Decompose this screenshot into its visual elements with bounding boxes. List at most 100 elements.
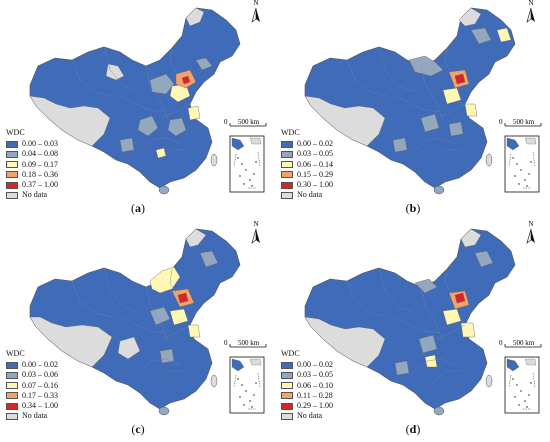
map-region-c5: [181, 75, 191, 85]
panel-d: N 0 500 km WDC 0.00 – 0.02 0.03 – 0.05 0.06 – …: [275, 221, 550, 442]
south-china-sea-inset: [504, 135, 540, 193]
map-region-c2: [408, 55, 444, 77]
scale-bar: 0 500 km: [499, 118, 542, 127]
map-legend: WDC 0.00 – 0.03 0.04 – 0.08 0.09 – 0.17 0.18…: [6, 128, 58, 200]
china-map: N 0 500 km: [304, 221, 542, 416]
legend-label: 0.03 – 0.05: [297, 149, 333, 159]
map-region-c2: [392, 137, 408, 153]
legend-label: 0.09 – 0.17: [22, 159, 58, 169]
map-region-c2: [137, 115, 159, 137]
island-taiwan: [210, 374, 218, 388]
map-region-c2: [199, 250, 219, 268]
province-boundary: [434, 370, 461, 382]
island-hainan: [158, 406, 170, 416]
map-region-nodata: [117, 336, 141, 360]
legend-row: No data: [6, 411, 58, 421]
scale-zero-label: 0: [224, 339, 228, 347]
legend-swatch: [281, 151, 293, 158]
panel-c: N 0 500 km WDC 0.00 – 0.02 0.03 – 0.06 0.07 – …: [0, 221, 275, 442]
legend-row: 0.34 – 1.00: [6, 401, 58, 411]
legend-row: 0.06 – 0.10: [281, 381, 333, 391]
map-base-region: [304, 228, 516, 410]
legend-row: 0.00 – 0.02: [281, 139, 333, 149]
legend-swatch: [281, 382, 293, 390]
legend-row: 0.06 – 0.14: [281, 160, 333, 170]
island-hainan: [158, 185, 170, 195]
province-boundary: [119, 95, 165, 113]
scale-distance-label: 500 km: [513, 339, 535, 347]
province-boundary: [103, 46, 141, 93]
island-taiwan: [210, 153, 218, 167]
panel-caption: (c): [131, 422, 145, 436]
province-boundary: [169, 268, 177, 294]
map-legend: WDC 0.00 – 0.02 0.03 – 0.06 0.07 – 0.16 0.17…: [6, 349, 58, 421]
legend-label: No data: [22, 190, 48, 200]
province-boundary: [346, 280, 388, 318]
legend-swatch: [6, 181, 18, 189]
legend-label: 0.37 – 1.00: [22, 180, 58, 190]
panel-caption: (d): [405, 422, 421, 436]
map-region-c2: [119, 137, 135, 153]
north-arrow-icon: N: [251, 0, 260, 23]
map-region-nodata: [105, 63, 125, 81]
scale-distance-label: 500 km: [238, 339, 260, 347]
legend-label: 0.00 – 0.02: [297, 360, 333, 370]
map-region-c3: [187, 105, 201, 121]
province-boundary: [159, 370, 186, 382]
scale-zero-label: 0: [499, 339, 503, 347]
legend-swatch: [6, 191, 18, 199]
province-boundary: [71, 59, 113, 97]
legend-row: No data: [281, 411, 333, 421]
map-region-c3: [155, 147, 167, 159]
province-boundary: [420, 65, 444, 121]
legend-row: 0.18 – 0.36: [6, 170, 58, 180]
scale-bar: 0 500 km: [499, 339, 542, 348]
legend-title: WDC: [6, 349, 25, 358]
legend-label: No data: [297, 190, 323, 200]
legend-row: 0.17 – 0.33: [6, 391, 58, 401]
map-region-nodata: [29, 316, 113, 368]
map-region-c2: [149, 306, 171, 326]
province-boundary: [139, 358, 181, 372]
legend-row: 0.00 – 0.02: [281, 360, 333, 370]
map-region-c3: [460, 322, 476, 338]
legend-label: 0.00 – 0.02: [297, 139, 333, 149]
legend-row: 0.03 – 0.05: [281, 370, 333, 380]
legend-swatch: [281, 372, 293, 379]
map-region-c2: [448, 121, 464, 137]
map-region-c2: [195, 57, 213, 71]
legend-label: 0.06 – 0.10: [297, 380, 333, 390]
island-hainan: [433, 406, 445, 416]
legend-row: No data: [281, 190, 333, 200]
province-boundary: [444, 47, 452, 73]
legend-label: 0.04 – 0.08: [22, 149, 58, 159]
legend-row: 0.11 – 0.28: [281, 391, 333, 401]
map-region-c3: [424, 354, 438, 368]
legend-swatch: [6, 372, 18, 379]
china-map: N 0 500 km: [29, 0, 267, 195]
map-base-region: [29, 7, 241, 189]
map-region-nodata: [185, 7, 205, 27]
north-arrow-icon: N: [251, 221, 260, 244]
province-boundary: [169, 47, 177, 73]
legend-label: 0.06 – 0.14: [297, 159, 333, 169]
scale-distance-label: 500 km: [238, 118, 260, 126]
legend-label: 0.03 – 0.06: [22, 370, 58, 380]
map-region-nodata: [304, 95, 386, 147]
south-china-sea-inset: [229, 356, 265, 414]
china-map: N 0 500 km: [304, 0, 542, 195]
legend-label: 0.17 – 0.33: [22, 390, 58, 400]
map-region-c2: [420, 113, 440, 133]
scale-bar: 0 500 km: [224, 339, 267, 348]
legend-swatch: [6, 140, 18, 148]
legend-row: 0.37 – 1.00: [6, 180, 58, 190]
province-boundary: [414, 358, 456, 372]
legend-swatch: [6, 161, 18, 169]
map-region-c3: [169, 308, 189, 326]
map-region-nodata: [29, 95, 111, 147]
panel-caption: (a): [131, 201, 145, 215]
legend-row: 0.30 – 1.00: [281, 180, 333, 190]
legend-title: WDC: [281, 128, 300, 137]
map-region-c3: [464, 103, 478, 117]
legend-row: 0.03 – 0.05: [281, 149, 333, 159]
